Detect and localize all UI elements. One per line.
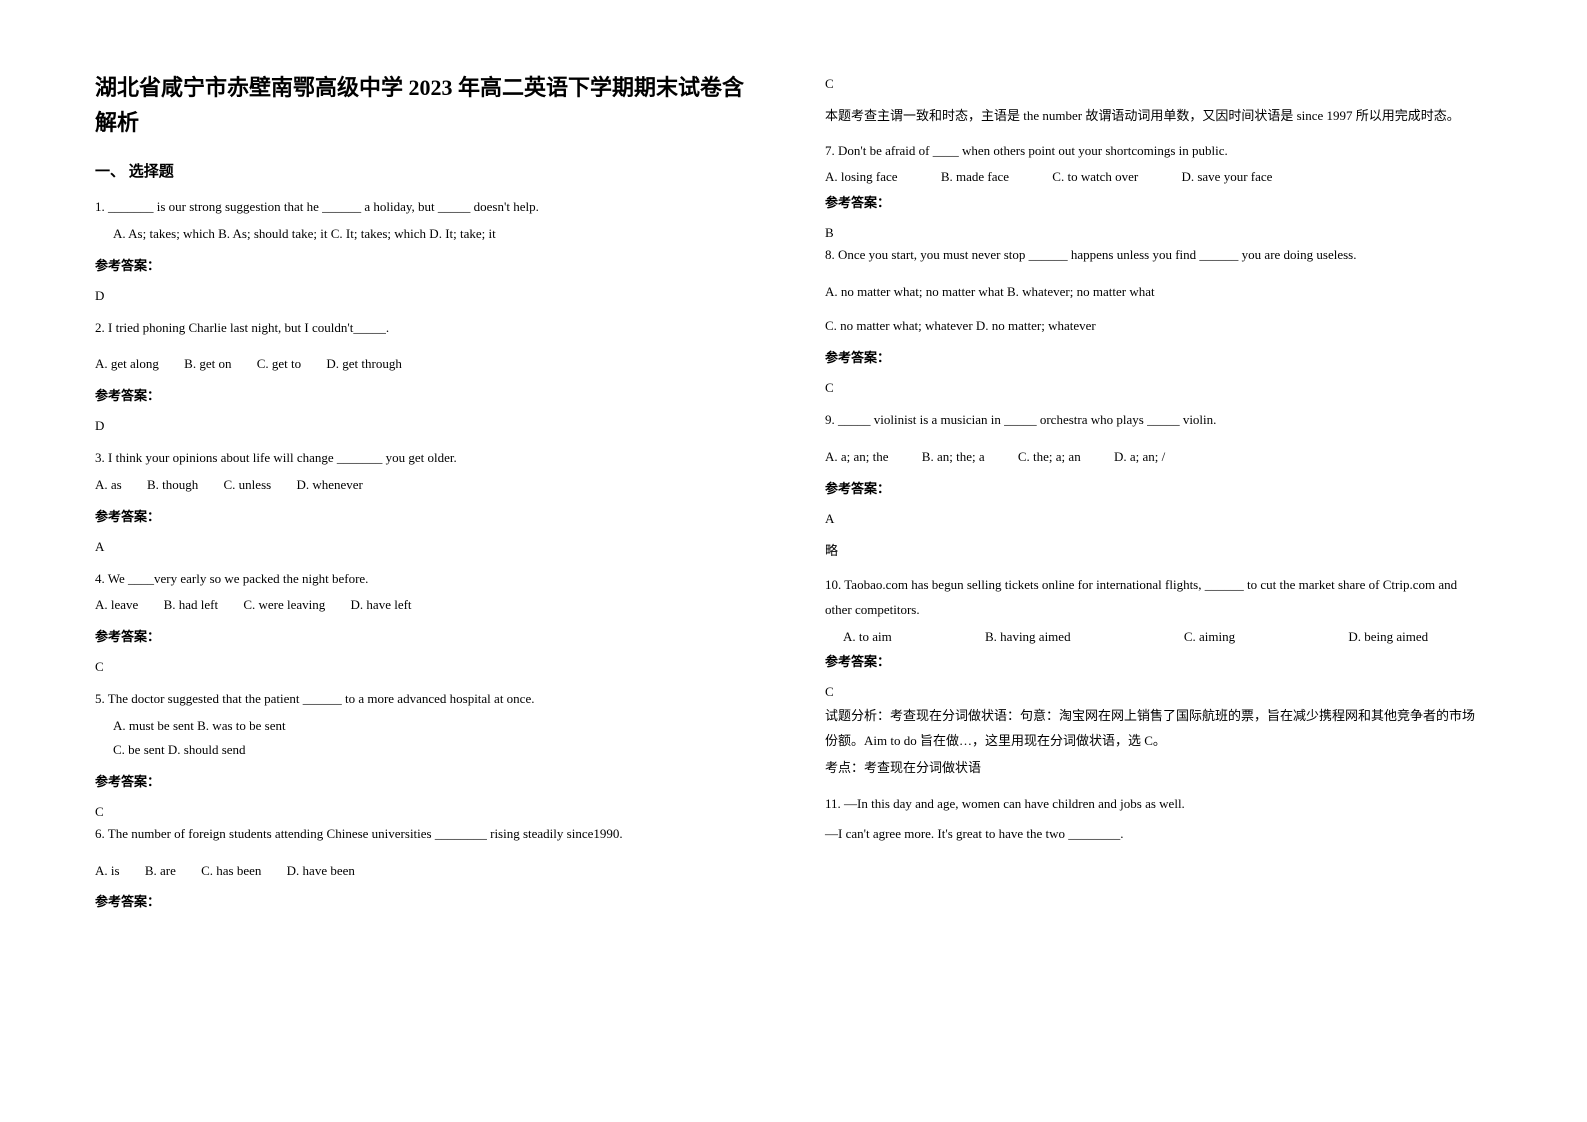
q4-stem: 4. We ____very early so we packed the ni… [95,567,755,592]
q1-stem: 1. _______ is our strong suggestion that… [95,195,755,220]
q4-opt-d: D. have left [351,593,412,618]
answer-label: 参考答案： [95,255,755,274]
q3-opt-d: D. whenever [296,473,362,498]
q10-explanation-1: 试题分析：考查现在分词做状语：句意：淘宝网在网上销售了国际航班的票，旨在减少携程… [825,704,1485,753]
q2-opt-b: B. get on [184,352,231,377]
q10-opt-a: A. to aim [843,625,892,650]
q6-stem: 6. The number of foreign students attend… [95,822,755,847]
q10-stem: 10. Taobao.com has begun selling tickets… [825,573,1485,622]
q7-stem: 7. Don't be afraid of ____ when others p… [825,139,1485,164]
q11-stem-line2: —I can't agree more. It's great to have … [825,820,1485,847]
answer-label: 参考答案： [95,385,755,404]
q10-options: A. to aim B. having aimed C. aiming D. b… [825,625,1485,650]
q3-opt-c: C. unless [224,473,272,498]
q4-opt-a: A. leave [95,593,138,618]
q1-answer: D [95,288,755,304]
q3-answer: A [95,539,755,555]
q5-options-line2: C. be sent D. should send [95,738,755,763]
q6-opt-d: D. have been [287,859,355,884]
q11-stem-line1: 11. —In this day and age, women can have… [825,790,1485,817]
q5-answer: C [95,804,755,820]
q7-opt-c: C. to watch over [1052,165,1138,190]
q2-answer: D [95,418,755,434]
q8-options-line1: A. no matter what; no matter what B. wha… [825,280,1485,305]
q2-opt-c: C. get to [257,352,301,377]
answer-label: 参考答案： [95,891,755,910]
q9-options: A. a; an; the B. an; the; a C. the; a; a… [825,445,1485,470]
q2-opt-a: A. get along [95,352,159,377]
q10-opt-b: B. having aimed [985,625,1071,650]
q9-opt-b: B. an; the; a [922,445,985,470]
q9-answer: A [825,511,1485,527]
q9-note: 略 [825,539,1485,564]
q7-options: A. losing face B. made face C. to watch … [825,165,1485,190]
q8-options-line2: C. no matter what; whatever D. no matter… [825,314,1485,339]
q6-explanation: 本题考查主谓一致和时态，主语是 the number 故谓语动词用单数，又因时间… [825,104,1485,129]
q6-opt-a: A. is [95,859,120,884]
q6-answer: C [825,76,1485,92]
q4-opt-b: B. had left [164,593,219,618]
q3-options: A. as B. though C. unless D. whenever [95,473,755,498]
q2-options: A. get along B. get on C. get to D. get … [95,352,755,377]
q7-opt-b: B. made face [941,165,1009,190]
q7-answer: B [825,225,1485,241]
q9-opt-d: D. a; an; / [1114,445,1165,470]
q10-opt-d: D. being aimed [1348,625,1428,650]
q9-stem: 9. _____ violinist is a musician in ____… [825,408,1485,433]
q3-opt-b: B. though [147,473,198,498]
q6-opt-c: C. has been [201,859,261,884]
answer-label: 参考答案： [825,347,1485,366]
column-right: C 本题考查主谓一致和时态，主语是 the number 故谓语动词用单数，又因… [825,70,1485,918]
q4-answer: C [95,659,755,675]
q4-options: A. leave B. had left C. were leaving D. … [95,593,755,618]
q10-opt-c: C. aiming [1184,625,1235,650]
answer-label: 参考答案： [95,506,755,525]
q6-options: A. is B. are C. has been D. have been [95,859,755,884]
section-heading: 一、 选择题 [95,160,755,181]
q2-opt-d: D. get through [326,352,401,377]
q5-stem: 5. The doctor suggested that the patient… [95,687,755,712]
answer-label: 参考答案： [825,478,1485,497]
q3-stem: 3. I think your opinions about life will… [95,446,755,471]
q2-stem: 2. I tried phoning Charlie last night, b… [95,316,755,341]
page-title: 湖北省咸宁市赤壁南鄂高级中学 2023 年高二英语下学期期末试卷含解析 [95,70,755,140]
q4-opt-c: C. were leaving [243,593,325,618]
q8-stem: 8. Once you start, you must never stop _… [825,243,1485,268]
answer-label: 参考答案： [95,771,755,790]
answer-label: 参考答案： [825,192,1485,211]
q10-explanation-2: 考点：考查现在分词做状语 [825,756,1485,781]
q10-answer: C [825,684,1485,700]
q1-options: A. As; takes; which B. As; should take; … [95,222,755,247]
q9-opt-a: A. a; an; the [825,445,889,470]
q5-options-line1: A. must be sent B. was to be sent [95,714,755,739]
q9-opt-c: C. the; a; an [1018,445,1081,470]
answer-label: 参考答案： [825,651,1485,670]
q3-opt-a: A. as [95,473,122,498]
q6-opt-b: B. are [145,859,176,884]
exam-page: 湖北省咸宁市赤壁南鄂高级中学 2023 年高二英语下学期期末试卷含解析 一、 选… [0,0,1587,958]
column-left: 湖北省咸宁市赤壁南鄂高级中学 2023 年高二英语下学期期末试卷含解析 一、 选… [95,70,755,918]
q7-opt-d: D. save your face [1181,165,1272,190]
q8-answer: C [825,380,1485,396]
q7-opt-a: A. losing face [825,165,898,190]
answer-label: 参考答案： [95,626,755,645]
